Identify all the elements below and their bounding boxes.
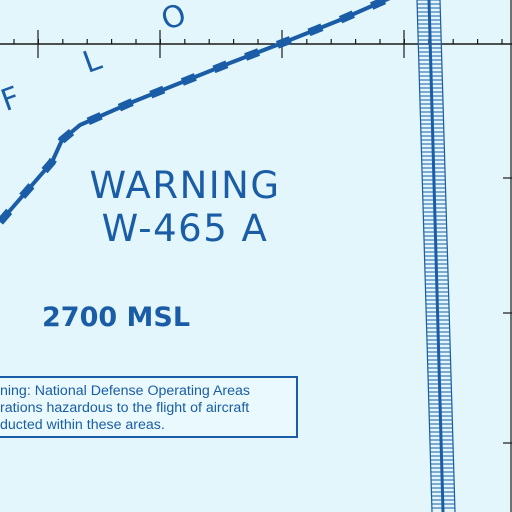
route-ladder-band xyxy=(416,0,456,512)
graticule-longitude-line xyxy=(503,0,512,512)
notice-line-1: ning: National Defense Operating Areas xyxy=(0,383,251,399)
altitude-label: 2700 MSL xyxy=(42,302,191,333)
notice-line-2: rations hazardous to the flight of aircr… xyxy=(0,400,250,416)
warning-area-id: W-465 A xyxy=(101,207,269,250)
airspace-boundary-line xyxy=(0,0,392,225)
warning-notice-box: ning: National Defense Operating Areas r… xyxy=(0,376,298,438)
warning-area-title: WARNING xyxy=(89,164,281,207)
notice-line-3: ducted within these areas. xyxy=(0,417,165,433)
